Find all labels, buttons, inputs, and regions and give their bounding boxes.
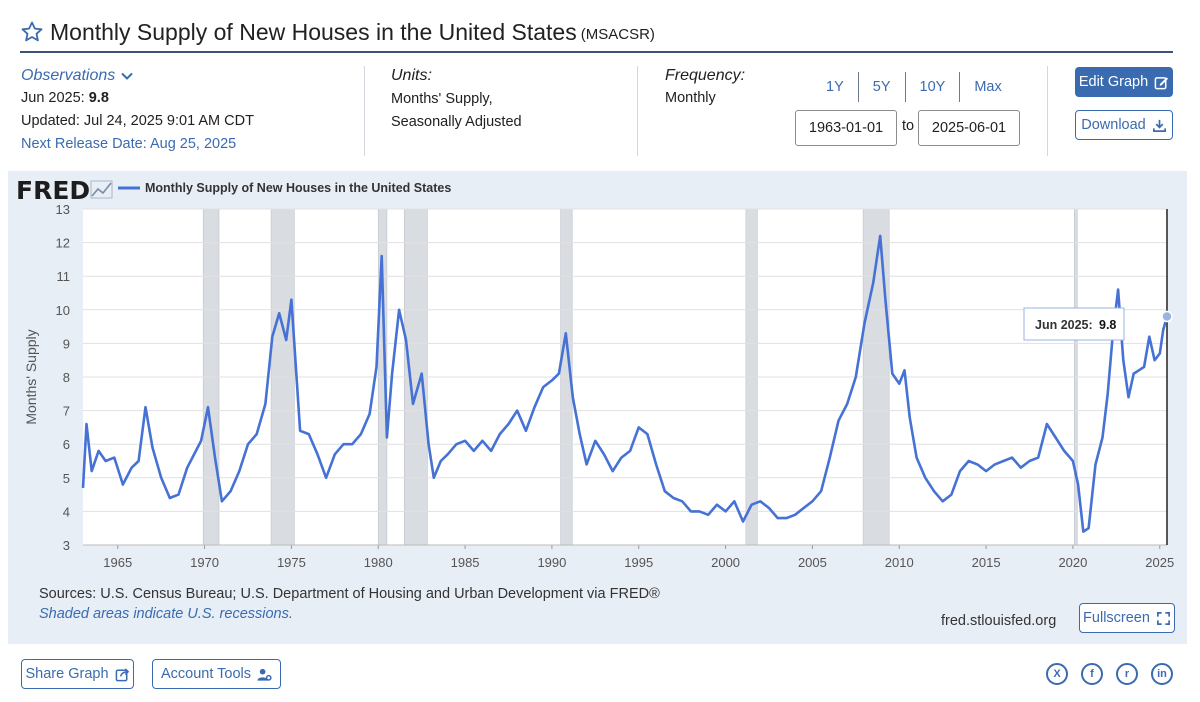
x-tick-label: 1965 <box>103 555 132 570</box>
title-row: Monthly Supply of New Houses in the Unit… <box>20 12 1173 52</box>
x-tick-label: 1985 <box>451 555 480 570</box>
x-tick-label: 1990 <box>537 555 566 570</box>
edit-icon <box>1154 76 1169 89</box>
y-tick-label: 11 <box>57 269 71 284</box>
fred-logo: FRED <box>16 176 90 205</box>
x-tick-label: 2010 <box>885 555 914 570</box>
y-axis-label: Months' Supply <box>23 329 39 424</box>
y-tick-label: 12 <box>56 236 70 251</box>
x-tick-label: 2025 <box>1145 555 1174 570</box>
frequency-heading: Frequency: <box>665 67 746 84</box>
download-button[interactable]: Download <box>1075 110 1173 140</box>
graph-panel: 3 4 5 6 7 8 9 10 11 12 13 1965 1970 1975 1980 1985 1990 1… <box>8 171 1187 644</box>
sources-text: Sources: U.S. Census Bureau; U.S. Depart… <box>39 586 660 602</box>
x-tick-label: 2005 <box>798 555 827 570</box>
series-id: (MSACSR) <box>580 25 655 43</box>
tooltip-box <box>1023 307 1125 341</box>
x-tick-label: 2015 <box>972 555 1001 570</box>
share-graph-button[interactable]: Share Graph <box>21 659 134 689</box>
start-date-input[interactable]: 1963-01-01 <box>795 110 897 146</box>
tab-10y[interactable]: 10Y <box>906 72 961 102</box>
fred-chart-icon <box>91 182 112 197</box>
divider <box>1047 66 1048 156</box>
tooltip-label: Jun 2025: <box>1035 318 1093 332</box>
tab-1y[interactable]: 1Y <box>812 72 859 102</box>
frequency-panel: Frequency: Monthly <box>665 64 775 110</box>
observations-label: Observations <box>21 67 116 84</box>
y-tick-label: 4 <box>63 504 70 519</box>
y-tick-label: 8 <box>63 370 70 385</box>
fullscreen-label: Fullscreen <box>1083 610 1150 626</box>
observation-date: Jun 2025: <box>21 90 85 106</box>
observations-panel: Observations Jun 2025: 9.8 Updated: Jul … <box>21 64 361 156</box>
units-line2: Seasonally Adjusted <box>391 114 522 130</box>
observations-toggle[interactable]: Observations <box>21 64 361 87</box>
x-tick-label: 1975 <box>277 555 306 570</box>
y-tick-label: 5 <box>63 471 70 486</box>
y-tick-label: 7 <box>63 404 70 419</box>
star-icon[interactable] <box>20 20 44 44</box>
title-divider <box>20 51 1173 53</box>
user-gear-icon <box>257 668 272 681</box>
fred-chart-icon-frame <box>90 180 113 199</box>
fullscreen-button[interactable]: Fullscreen <box>1079 603 1175 633</box>
y-tick-label: 10 <box>56 303 70 318</box>
y-tick-label: 13 <box>56 202 70 217</box>
units-line1: Months' Supply, <box>391 91 493 107</box>
account-tools-button[interactable]: Account Tools <box>152 659 281 689</box>
share-icon <box>115 667 129 681</box>
frequency-value: Monthly <box>665 90 716 106</box>
x-tick-label: 2000 <box>711 555 740 570</box>
facebook-icon[interactable]: f <box>1081 663 1103 685</box>
download-icon <box>1152 119 1166 132</box>
chevron-down-icon <box>121 72 133 80</box>
divider <box>364 66 365 156</box>
x-tick-label: 1995 <box>624 555 653 570</box>
fred-url[interactable]: fred.stlouisfed.org <box>941 613 1057 629</box>
range-tabs: 1Y 5Y 10Y Max <box>812 72 1016 102</box>
share-graph-label: Share Graph <box>25 666 109 682</box>
y-tick-label: 3 <box>63 538 70 553</box>
units-panel: Units: Months' Supply, Seasonally Adjust… <box>391 64 631 134</box>
tab-max[interactable]: Max <box>974 79 1002 95</box>
tooltip-value: 9.8 <box>1099 318 1116 332</box>
page-title: Monthly Supply of New Houses in the Unit… <box>50 18 577 45</box>
updated-text: Updated: Jul 24, 2025 9:01 AM CDT <box>21 113 254 129</box>
line-chart[interactable]: 3 4 5 6 7 8 9 10 11 12 13 1965 1970 1975 1980 1985 1990 1… <box>8 171 1187 644</box>
legend-label: Monthly Supply of New Houses in the Unit… <box>145 181 451 195</box>
y-tick-label: 9 <box>63 336 70 351</box>
y-tick-label: 6 <box>63 437 70 452</box>
recession-note: Shaded areas indicate U.S. recessions. <box>39 606 293 622</box>
linkedin-icon[interactable]: in <box>1151 663 1173 685</box>
to-label: to <box>902 118 915 134</box>
expand-icon <box>1156 611 1170 625</box>
x-twitter-icon[interactable]: X <box>1046 663 1068 685</box>
observation-value: 9.8 <box>88 90 109 106</box>
x-tick-label: 1980 <box>364 555 393 570</box>
tab-5y[interactable]: 5Y <box>859 72 906 102</box>
edit-graph-label: Edit Graph <box>1078 74 1149 90</box>
next-release-link[interactable]: Next Release Date: Aug 25, 2025 <box>21 136 237 152</box>
hover-point <box>1161 310 1173 323</box>
divider <box>637 66 638 156</box>
x-tick-label: 1970 <box>190 555 219 570</box>
units-heading: Units: <box>391 67 432 84</box>
edit-graph-button[interactable]: Edit Graph <box>1075 67 1173 97</box>
end-date-input[interactable]: 2025-06-01 <box>918 110 1020 146</box>
reddit-icon[interactable]: r <box>1116 663 1138 685</box>
download-label: Download <box>1081 117 1146 133</box>
account-tools-label: Account Tools <box>160 666 251 682</box>
latest-observation: Jun 2025: 9.8 <box>21 87 361 110</box>
x-tick-label: 2020 <box>1058 555 1087 570</box>
